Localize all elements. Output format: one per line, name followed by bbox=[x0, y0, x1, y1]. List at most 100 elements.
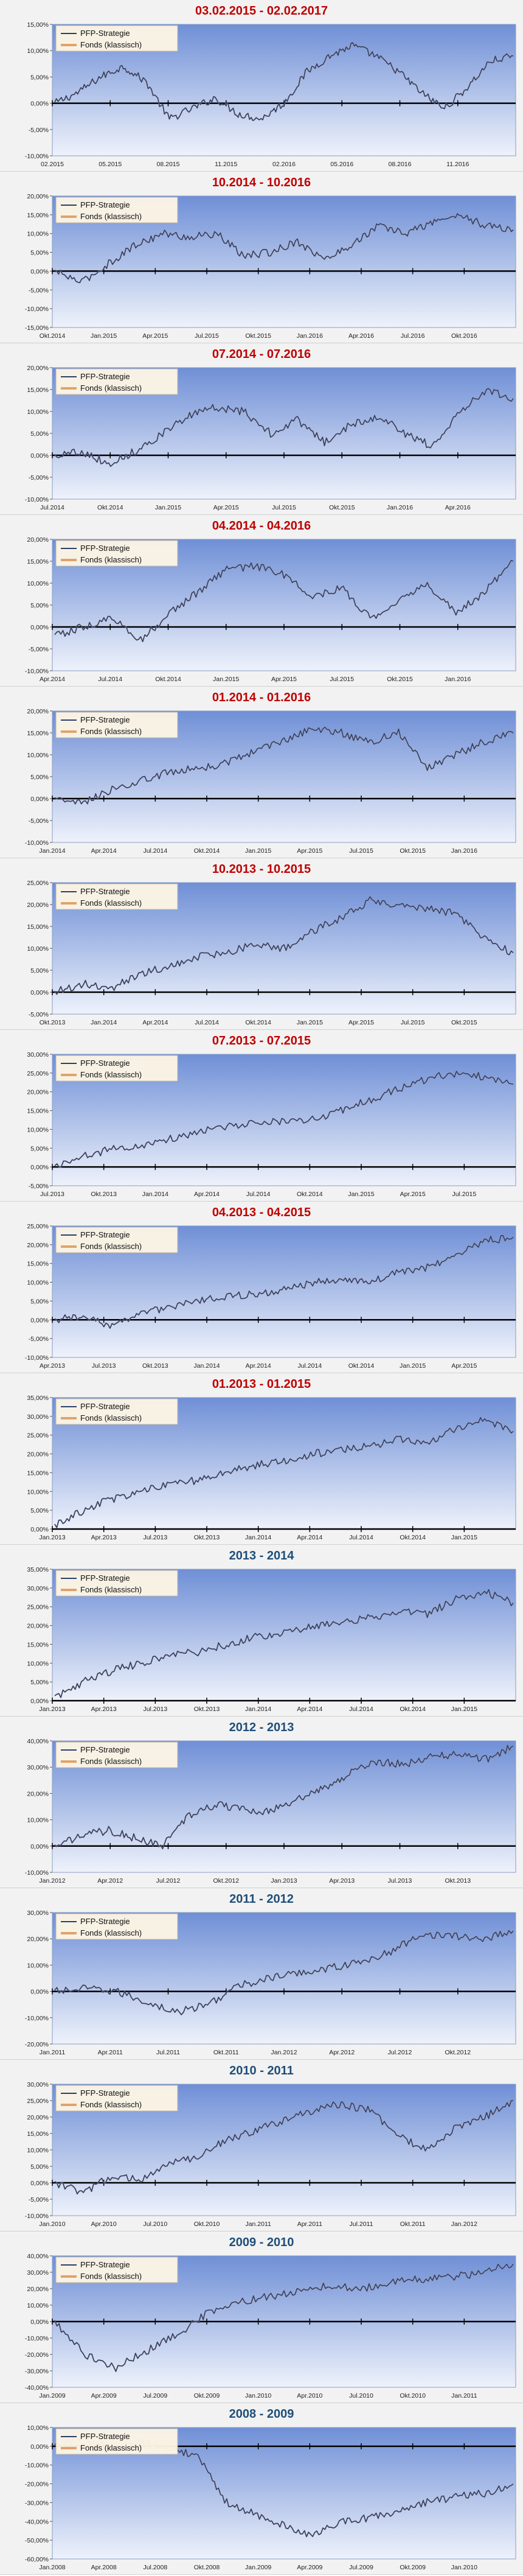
x-tick-label: Jul.2015 bbox=[349, 847, 373, 855]
chart-title: 2008 - 2009 bbox=[229, 2407, 294, 2421]
x-tick-label: Jan.2015 bbox=[91, 332, 117, 340]
x-tick-label: Apr.2015 bbox=[271, 676, 297, 683]
y-tick-label: -5,00% bbox=[29, 287, 49, 294]
x-tick-label: Jul.2013 bbox=[143, 1534, 167, 1541]
legend-label: PFP-Strategie bbox=[80, 372, 130, 381]
x-tick-label: Okt.2015 bbox=[400, 847, 426, 855]
y-tick-label: 0,00% bbox=[30, 989, 49, 996]
x-tick-label: Jan.2015 bbox=[297, 1019, 323, 1026]
y-tick-label: -10,00% bbox=[25, 2015, 49, 2022]
series-line-pfp-strategie bbox=[54, 896, 514, 995]
series-line-pfp-strategie bbox=[54, 560, 514, 642]
legend-box bbox=[55, 2256, 178, 2283]
y-tick-label: 10,00% bbox=[27, 1279, 49, 1287]
x-tick-label: Okt.2015 bbox=[451, 1019, 477, 1026]
y-tick-label: -5,00% bbox=[29, 1011, 49, 1018]
legend-label: PFP-Strategie bbox=[80, 29, 130, 38]
series-line-pfp-strategie bbox=[54, 388, 514, 467]
y-tick-label: 5,00% bbox=[30, 967, 49, 975]
chart-svg: 40,00%30,00%20,00%10,00%0,00%-10,00%Jan.… bbox=[25, 1738, 516, 1885]
series-line-pfp-strategie bbox=[54, 726, 514, 805]
y-tick-label: 15,00% bbox=[27, 1641, 49, 1648]
x-tick-label: Okt.2014 bbox=[245, 1019, 271, 1026]
y-tick-label: 20,00% bbox=[27, 536, 49, 544]
x-tick-label: Jan.2012 bbox=[451, 2221, 477, 2228]
chart-title: 04.2014 - 04.2016 bbox=[212, 519, 311, 533]
x-tick-label: Jul.2015 bbox=[452, 1191, 476, 1198]
chart-panel: 03.02.2015 - 02.02.2017 15,00% 10,00% 5,00%… bbox=[0, 0, 523, 172]
y-tick-label: -10,00% bbox=[25, 2335, 49, 2342]
x-tick-label: Apr.2010 bbox=[297, 2392, 322, 2399]
legend-label: Fonds (klassisch) bbox=[80, 2443, 142, 2452]
y-tick-label: 30,00% bbox=[27, 1764, 49, 1771]
y-tick-label: -10,00% bbox=[25, 306, 49, 313]
x-tick-label: Apr.2012 bbox=[329, 2049, 355, 2056]
y-tick-label: 0,00% bbox=[30, 2319, 49, 2326]
y-tick-label: -20,00% bbox=[25, 2041, 49, 2048]
legend-label: Fonds (klassisch) bbox=[80, 898, 142, 908]
y-tick-label: -50,00% bbox=[25, 2537, 49, 2544]
x-tick-label: Okt.2014 bbox=[400, 1706, 426, 1713]
legend-box bbox=[55, 1913, 178, 1940]
chart-panel: 2013 - 2014 35,00% 30,00% 25,00% 20,00% 15,00… bbox=[0, 1545, 523, 1717]
x-tick-label: Jan.2015 bbox=[348, 1191, 374, 1198]
y-tick-label: 35,00% bbox=[27, 1395, 49, 1402]
y-tick-label: -10,00% bbox=[25, 1869, 49, 1877]
x-tick-label: Jul.2014 bbox=[98, 676, 122, 683]
series-line-pfp-strategie bbox=[54, 2263, 514, 2372]
chart-panel: 2009 - 2010 40,00% 30,00% 20,00% 10,00% 0,00%… bbox=[0, 2231, 523, 2403]
x-tick-label: Okt.2016 bbox=[451, 332, 477, 340]
legend-label: PFP-Strategie bbox=[80, 1059, 130, 1068]
y-tick-label: 15,00% bbox=[27, 1108, 49, 1115]
x-tick-label: Jul.2014 bbox=[143, 847, 167, 855]
legend-label: PFP-Strategie bbox=[80, 2260, 130, 2269]
legend-label: PFP-Strategie bbox=[80, 2432, 130, 2441]
x-tick-label: Jan.2015 bbox=[400, 1362, 426, 1370]
y-tick-label: 0,00% bbox=[30, 624, 49, 631]
x-tick-label: Okt.2014 bbox=[348, 1362, 375, 1370]
chart-title: 07.2013 - 07.2015 bbox=[212, 1034, 311, 1048]
x-tick-label: Jul.2009 bbox=[143, 2392, 167, 2399]
y-tick-label: 20,00% bbox=[27, 1623, 49, 1630]
y-tick-label: 10,00% bbox=[27, 752, 49, 759]
x-tick-label: Apr.2016 bbox=[445, 504, 471, 511]
x-tick-label: Jan.2015 bbox=[245, 847, 271, 855]
x-tick-label: Okt.2008 bbox=[194, 2564, 220, 2571]
chart-svg: 25,00% 20,00% 15,00% 10,00% 5,00% 0,00% -5,00%… bbox=[27, 880, 516, 1026]
y-tick-label: 30,00% bbox=[27, 1909, 49, 1917]
y-tick-label: -5,00% bbox=[29, 1335, 49, 1343]
y-tick-label: 20,00% bbox=[27, 2286, 49, 2293]
legend-label: Fonds (klassisch) bbox=[80, 383, 142, 393]
legend-box bbox=[55, 1398, 178, 1425]
y-tick-label: 20,00% bbox=[27, 365, 49, 372]
x-tick-label: Jul.2011 bbox=[156, 2049, 180, 2056]
y-tick-label: 25,00% bbox=[27, 1070, 49, 1077]
y-tick-label: 20,00% bbox=[27, 1790, 49, 1797]
x-tick-label: Okt.2013 bbox=[445, 1877, 471, 1885]
legend-label: PFP-Strategie bbox=[80, 200, 130, 209]
x-tick-label: Apr.2011 bbox=[297, 2221, 322, 2228]
x-tick-label: Jul.2015 bbox=[330, 676, 354, 683]
y-tick-label: 0,00% bbox=[30, 2443, 49, 2451]
y-tick-label: 20,00% bbox=[27, 1451, 49, 1458]
chart-svg: 20,00% 15,00% 10,00% 5,00% 0,00% -5,00% -10,00… bbox=[25, 365, 516, 511]
y-tick-label: 30,00% bbox=[27, 2081, 49, 2088]
y-tick-label: -10,00% bbox=[25, 2213, 49, 2220]
y-tick-label: 10,00% bbox=[27, 1126, 49, 1133]
x-tick-label: Jan.2010 bbox=[39, 2221, 65, 2228]
series-line-pfp-strategie bbox=[54, 1930, 514, 2015]
chart-svg: 30,00%20,00%10,00%0,00%-10,00%-20,00%Jan… bbox=[25, 1909, 516, 2056]
chart-panel: 04.2013 - 04.2015 25,00% 20,00% 15,00% 10,00… bbox=[0, 1202, 523, 1373]
x-tick-label: Jan.2013 bbox=[39, 1534, 65, 1541]
x-tick-label: Jan.2015 bbox=[213, 676, 239, 683]
x-tick-label: Apr.2016 bbox=[348, 332, 374, 340]
y-tick-label: 10,00% bbox=[27, 408, 49, 416]
y-tick-label: 0,00% bbox=[30, 1526, 49, 1533]
x-tick-label: 02.2015 bbox=[41, 161, 64, 168]
x-tick-label: Jul.2015 bbox=[195, 332, 219, 340]
y-tick-label: 10,00% bbox=[27, 1660, 49, 1667]
y-tick-label: -5,00% bbox=[29, 474, 49, 481]
y-tick-label: 0,00% bbox=[30, 268, 49, 275]
x-tick-label: Jul.2010 bbox=[349, 2392, 373, 2399]
y-tick-label: 25,00% bbox=[27, 2098, 49, 2105]
